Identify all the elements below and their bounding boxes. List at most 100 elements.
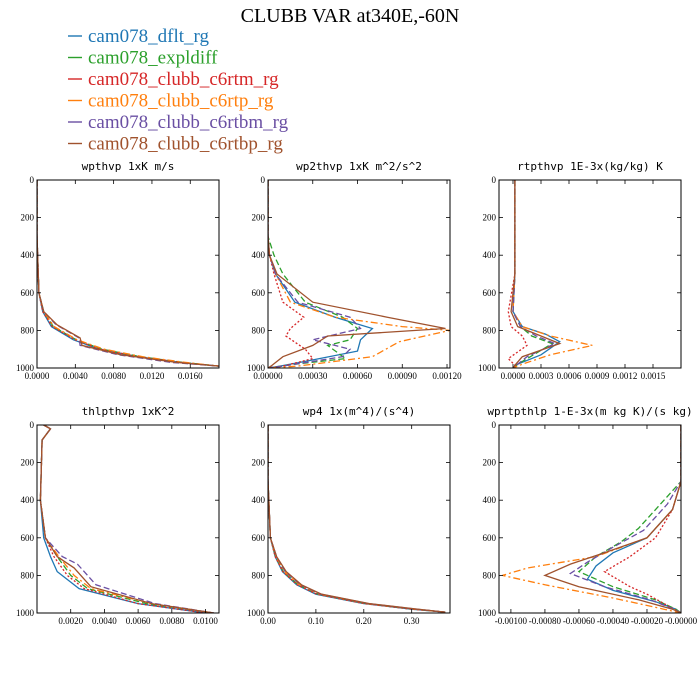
- y-tick-label: 800: [21, 570, 35, 580]
- series-line: [39, 425, 215, 613]
- series-line: [37, 180, 219, 367]
- y-tick-label: 200: [252, 213, 266, 223]
- panel: wprtpthlp 1-E-3x(m kg K)/(s kg) 0 200 400 60…: [478, 405, 698, 626]
- y-tick-label: 1000: [247, 363, 266, 373]
- series-line: [37, 180, 219, 367]
- panel-frame: [267, 179, 451, 369]
- series-line: [37, 180, 219, 367]
- figure-title: CLUBB VAR at340E,-60N: [241, 5, 460, 27]
- panel-title: thlpthvp 1xK^2: [82, 405, 175, 418]
- x-tick-label: -0.00100: [495, 616, 528, 626]
- series-line: [268, 180, 314, 368]
- series-line: [268, 180, 446, 368]
- series-line: [268, 180, 362, 368]
- x-tick-label: 0.0080: [159, 616, 184, 626]
- x-tick-label: 0.0012: [613, 371, 638, 381]
- x-tick-label: 0.0020: [58, 616, 83, 626]
- y-tick-label: 200: [252, 458, 266, 468]
- y-tick-label: 400: [21, 250, 35, 260]
- series-line: [37, 180, 219, 367]
- y-tick-label: 1000: [478, 608, 497, 618]
- series-line: [507, 180, 528, 368]
- series-line: [39, 425, 206, 613]
- panel-lines: [507, 180, 593, 368]
- x-tick-label: -0.00000: [665, 616, 698, 626]
- series-line: [268, 425, 446, 613]
- y-tick-label: 1000: [16, 363, 35, 373]
- series-line: [268, 425, 446, 613]
- panel: rtpthvp 1E-3x(kg/kg) K 0 200 400 600 800 1000 0…: [478, 160, 682, 381]
- panel-frame: [36, 424, 220, 614]
- y-tick-label: 600: [21, 533, 35, 543]
- series-line: [39, 425, 214, 613]
- x-tick-label: 0.0000: [25, 371, 50, 381]
- panel-title: wp2thvp 1xK m^2/s^2: [296, 160, 422, 173]
- panel-title: rtpthvp 1E-3x(kg/kg) K: [517, 160, 663, 173]
- series-line: [39, 425, 206, 613]
- series-line: [512, 180, 561, 368]
- series-line: [268, 425, 446, 613]
- y-tick-label: 0: [492, 175, 497, 185]
- y-tick-label: 1000: [478, 363, 497, 373]
- series-line: [268, 180, 450, 368]
- x-tick-label: 0.10: [308, 616, 324, 626]
- panel-frame: [36, 179, 220, 369]
- panel-lines: [37, 180, 219, 367]
- y-tick-label: 0: [30, 175, 35, 185]
- x-tick-label: 0.0006: [557, 371, 582, 381]
- legend-label: cam078_clubb_c6rtp_rg: [88, 91, 274, 112]
- y-tick-label: 600: [252, 288, 266, 298]
- series-line: [577, 425, 681, 613]
- panel-title: wpthvp 1xK m/s: [82, 160, 175, 173]
- y-tick-label: 200: [21, 213, 35, 223]
- panel-frame: [267, 424, 451, 614]
- legend-label: cam078_dflt_rg: [88, 26, 210, 47]
- series-line: [39, 425, 214, 613]
- x-tick-label: 0.30: [404, 616, 420, 626]
- panel-title: wprtpthlp 1-E-3x(m kg K)/(s kg): [487, 405, 692, 418]
- panel-lines: [268, 180, 450, 368]
- y-tick-label: 0: [30, 420, 35, 430]
- panel-frame: [498, 424, 682, 614]
- y-tick-label: 400: [252, 495, 266, 505]
- y-tick-label: 800: [252, 325, 266, 335]
- x-tick-label: 0.0015: [641, 371, 666, 381]
- x-tick-label: 0.0080: [101, 371, 126, 381]
- panel-title: wp4 1x(m^4)/(s^4): [303, 405, 416, 418]
- panel-lines: [39, 425, 215, 613]
- x-tick-label: 0.0003: [529, 371, 554, 381]
- x-tick-label: -0.00060: [563, 616, 596, 626]
- x-tick-label: -0.00040: [597, 616, 630, 626]
- x-tick-label: 0.20: [356, 616, 372, 626]
- panel-frame: [498, 179, 682, 369]
- x-tick-label: 0.0060: [126, 616, 151, 626]
- panel: thlpthvp 1xK^2 0 200 400 600 800 1000 0.0020 0.0…: [16, 405, 220, 626]
- series-line: [568, 425, 681, 613]
- series-line: [512, 180, 557, 368]
- series-line: [39, 425, 214, 613]
- legend-label: cam078_expldiff: [88, 48, 218, 69]
- panel-lines: [268, 425, 446, 613]
- x-tick-label: 0.0040: [92, 616, 117, 626]
- x-tick-label: 0.0100: [193, 616, 218, 626]
- y-tick-label: 200: [483, 458, 497, 468]
- x-tick-label: -0.00020: [631, 616, 664, 626]
- series-line: [37, 180, 219, 367]
- y-tick-label: 600: [483, 533, 497, 543]
- legend-label: cam078_clubb_c6rtbm_rg: [88, 112, 289, 133]
- x-tick-label: -0.00080: [529, 616, 562, 626]
- series-line: [37, 180, 219, 367]
- y-tick-label: 0: [261, 420, 266, 430]
- legend-label: cam078_clubb_c6rtbp_rg: [88, 134, 283, 155]
- x-tick-label: 0.00090: [388, 371, 418, 381]
- panel-lines: [502, 425, 681, 613]
- series-line: [512, 180, 593, 368]
- y-tick-label: 400: [483, 495, 497, 505]
- x-tick-label: 0.0160: [178, 371, 203, 381]
- series-line: [268, 180, 359, 368]
- series-line: [603, 425, 681, 613]
